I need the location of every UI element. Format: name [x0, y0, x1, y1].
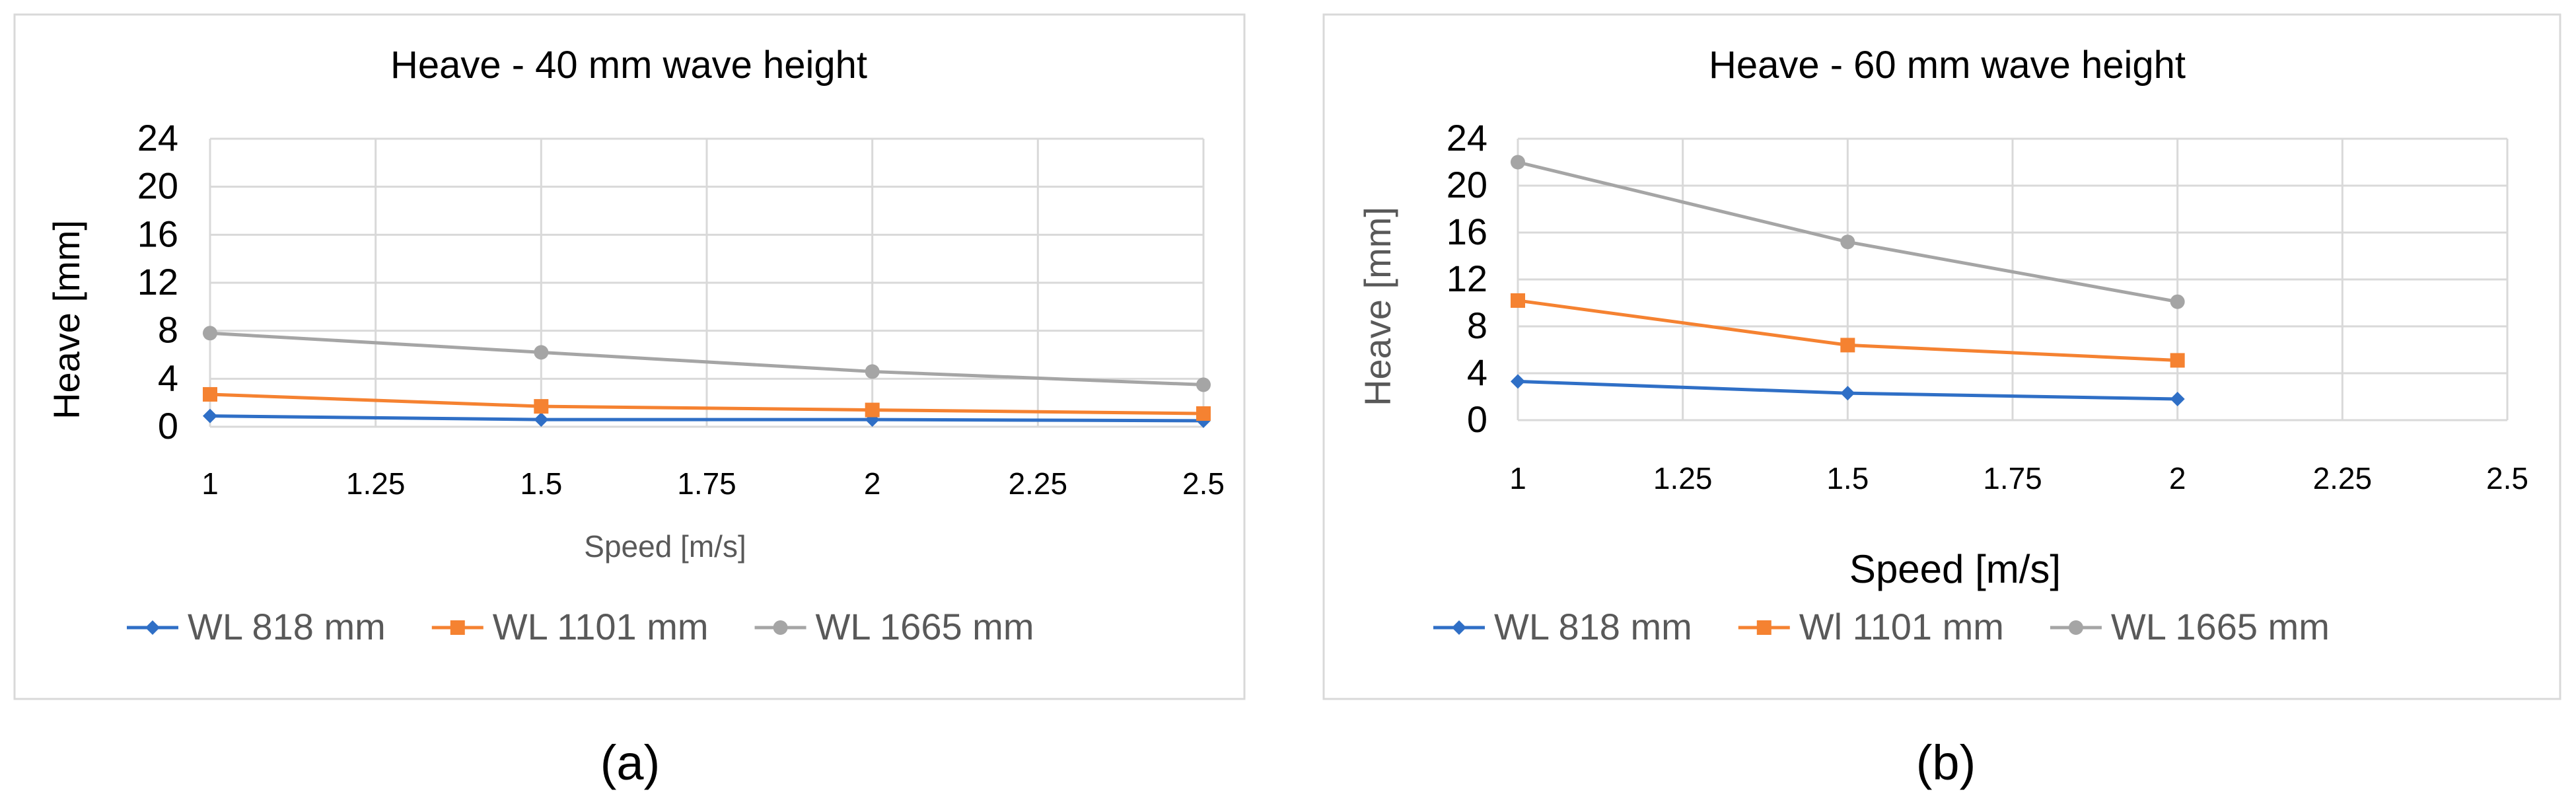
data-point-a-2 — [1196, 406, 1211, 421]
legend-label-a-3: WL 1665 mm — [816, 606, 1034, 647]
data-point-b-1 — [1511, 374, 1525, 389]
x-tick-label-a: 1 — [201, 466, 219, 501]
data-point-b-3 — [2170, 294, 2185, 309]
legend-label-b-3: WL 1665 mm — [2111, 606, 2330, 647]
x-tick-label-b: 1.25 — [1653, 461, 1713, 495]
y-tick-label-a: 4 — [158, 357, 178, 398]
chart-panel-b: Heave - 60 mm wave height 0 4 8 12 16 20 24 1 1.… — [1322, 13, 2561, 700]
data-point-a-1 — [203, 408, 217, 423]
series-line-a-1 — [209, 414, 1204, 423]
y-tick-label-b: 12 — [1447, 258, 1487, 299]
legend-label-a-1: WL 818 mm — [188, 606, 386, 647]
series-line-a-3 — [209, 331, 1204, 386]
y-tick-label-b: 0 — [1467, 398, 1487, 440]
y-tick-label-a: 12 — [137, 261, 178, 303]
data-point-b-2 — [1840, 338, 1855, 353]
y-tick-label-a: 0 — [158, 405, 178, 447]
data-point-b-1 — [2170, 392, 2185, 407]
data-point-a-2 — [203, 386, 217, 402]
y-axis-label-b: Heave [mm] — [1357, 207, 1398, 406]
x-tick-label-a: 1.5 — [520, 466, 562, 501]
data-point-b-2 — [1511, 293, 1525, 308]
caption-b: (b) — [1916, 735, 1976, 790]
data-point-b-2 — [2170, 353, 2185, 368]
y-tick-label-b: 4 — [1467, 351, 1487, 393]
legend-label-b-2: Wl 1101 mm — [1799, 606, 2004, 647]
x-tick-label-a: 1.25 — [346, 466, 406, 501]
legend-marker-b-3 — [2068, 620, 2083, 635]
y-tick-label-b: 8 — [1467, 305, 1487, 346]
y-tick-label-b: 20 — [1447, 164, 1487, 205]
chart-title-b: Heave - 60 mm wave height — [1709, 44, 2186, 87]
y-axis-label-a: Heave [mm] — [46, 220, 87, 419]
data-point-a-3 — [203, 326, 217, 341]
chart-panel-a: Heave - 40 mm wave height 0 4 8 12 16 20 24 1 1.… — [13, 13, 1246, 700]
x-tick-label-b: 2.25 — [2313, 461, 2373, 495]
legend-marker-b-2 — [1756, 620, 1771, 635]
y-tick-label-a: 24 — [137, 117, 178, 159]
legend-label-a-2: WL 1101 mm — [493, 606, 709, 647]
caption-a: (a) — [600, 735, 660, 790]
x-tick-label-b: 1.5 — [1826, 461, 1869, 495]
y-tick-label-b: 16 — [1447, 211, 1487, 252]
y-tick-label-a: 20 — [137, 165, 178, 207]
data-point-a-3 — [1196, 377, 1211, 392]
data-point-b-1 — [1840, 386, 1855, 401]
series-line-a-2 — [209, 392, 1204, 416]
legend-marker-a-2 — [450, 620, 465, 635]
data-point-a-3 — [534, 345, 549, 360]
x-tick-label-a: 2.25 — [1009, 466, 1068, 501]
y-tick-label-a: 16 — [137, 213, 178, 254]
x-tick-label-b: 2 — [2169, 461, 2186, 495]
x-tick-label-b: 1.75 — [1983, 461, 2042, 495]
x-axis-label-a: Speed [m/s] — [584, 529, 746, 564]
legend-marker-b-1 — [1452, 620, 1466, 635]
x-tick-label-a: 2 — [864, 466, 881, 501]
legend-marker-a-3 — [773, 620, 788, 635]
x-tick-label-b: 2.5 — [2486, 461, 2528, 495]
data-point-b-3 — [1511, 155, 1525, 170]
legend-label-b-1: WL 818 mm — [1494, 606, 1692, 647]
y-tick-label-b: 24 — [1447, 117, 1487, 159]
plot-area-a: 0 4 8 12 16 20 24 1 1.25 1.5 1.75 2 2.25 2.5 — [137, 117, 1225, 501]
chart-frame-b — [1322, 13, 2561, 700]
data-point-a-3 — [865, 364, 880, 379]
x-tick-label-a: 2.5 — [1182, 466, 1225, 501]
y-tick-label-a: 8 — [158, 309, 178, 351]
legend-b: WL 818 mm Wl 1101 mm WL 1665 mm — [1433, 606, 2330, 647]
data-point-b-3 — [1840, 235, 1855, 250]
data-point-a-1 — [534, 412, 549, 427]
chart-title-a: Heave - 40 mm wave height — [390, 44, 867, 87]
data-point-a-2 — [534, 399, 549, 414]
data-point-a-2 — [865, 402, 880, 418]
legend-marker-a-1 — [145, 620, 160, 635]
x-tick-label-b: 1 — [1509, 461, 1526, 495]
x-axis-label-b: Speed [m/s] — [1849, 547, 2061, 591]
plot-area-b: 0 4 8 12 16 20 24 1 1.25 1.5 1.75 2 2.25 2.5 — [1447, 117, 2528, 495]
legend-a: WL 818 mm WL 1101 mm WL 1665 mm — [127, 606, 1034, 647]
x-tick-label-a: 1.75 — [677, 466, 736, 501]
